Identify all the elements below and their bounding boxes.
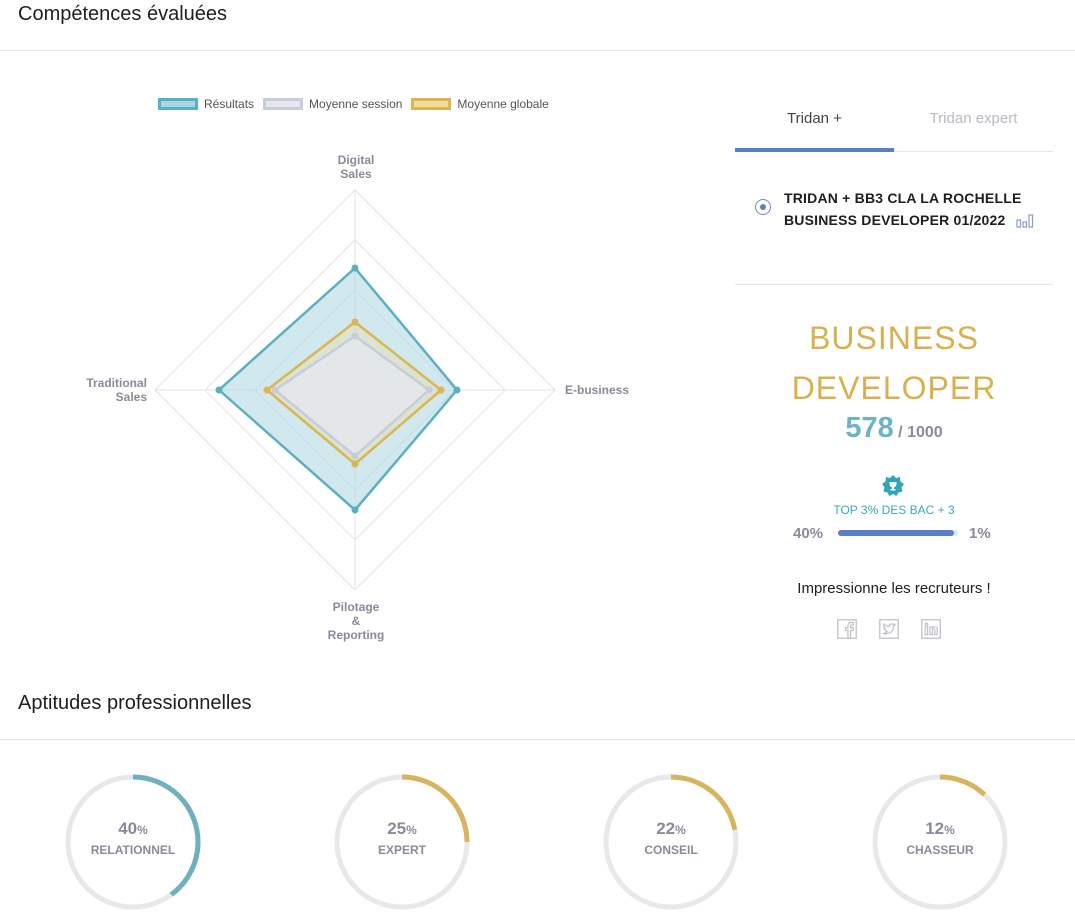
- radar-point[interactable]: [453, 386, 461, 394]
- score-max: / 1000: [898, 424, 943, 441]
- axis-label-pilotage-reporting: Pilotage & Reporting: [327, 600, 385, 642]
- legend-swatch-moyenne-session: [263, 98, 304, 110]
- legend-swatch-resultats: [158, 98, 198, 110]
- radar-point[interactable]: [351, 332, 359, 340]
- tab-tridan-plus[interactable]: Tridan +: [787, 110, 842, 127]
- radar-point[interactable]: [351, 264, 359, 272]
- facebook-icon[interactable]: [837, 619, 857, 639]
- axis-label-traditional-sales: Traditional Sales: [86, 376, 147, 404]
- legend-label: Moyenne session: [309, 97, 403, 111]
- aptitude-conseil: 22% CONSEIL: [601, 772, 741, 912]
- progress-ring-fill: [334, 774, 470, 910]
- radar-point[interactable]: [351, 460, 359, 468]
- tabs-underline: [735, 151, 1053, 152]
- aptitude-value: 22%: [656, 819, 686, 838]
- twitter-icon[interactable]: [879, 619, 899, 639]
- radar-point[interactable]: [351, 318, 359, 326]
- ranking-bar-fill: [838, 530, 955, 536]
- tab-active-indicator: [735, 148, 894, 152]
- legend-item-resultats[interactable]: Résultats: [158, 97, 254, 111]
- axis-label-digital-sales: Digital Sales: [337, 153, 375, 181]
- aptitude-label: CONSEIL: [644, 843, 698, 857]
- share-title: Impressionne les recruteurs !: [797, 580, 991, 597]
- trophy-badge-icon: [882, 475, 904, 496]
- aptitude-value: 25%: [387, 819, 417, 838]
- legend-label: Moyenne globale: [457, 97, 549, 111]
- aptitude-chasseur: 12% CHASSEUR: [870, 772, 1010, 912]
- progress-ring: [603, 774, 739, 910]
- progress-ring: [65, 774, 201, 910]
- session-name[interactable]: TRIDAN + BB3 CLA LA ROCHELLE BUSINESS DE…: [784, 187, 1034, 231]
- progress-ring: [872, 774, 1008, 910]
- progress-ring: [334, 774, 470, 910]
- tab-tridan-expert[interactable]: Tridan expert: [929, 110, 1018, 127]
- aptitude-label: CHASSEUR: [906, 843, 974, 857]
- radar-point[interactable]: [351, 452, 359, 460]
- section-title-competences: Compétences évaluées: [18, 3, 228, 25]
- aptitude-label: EXPERT: [377, 843, 426, 857]
- ranking-right-label: 1%: [969, 525, 991, 542]
- radar-point[interactable]: [263, 386, 271, 394]
- session-radio[interactable]: [755, 199, 771, 215]
- section-title-aptitudes: Aptitudes professionnelles: [18, 692, 252, 714]
- aptitude-label: RELATIONNEL: [90, 843, 176, 857]
- radar-point[interactable]: [425, 386, 433, 394]
- progress-ring-fill: [65, 774, 201, 910]
- divider: [0, 739, 1075, 740]
- radar-point[interactable]: [271, 386, 279, 394]
- radar-point[interactable]: [215, 386, 223, 394]
- legend-swatch-moyenne-globale: [411, 98, 452, 110]
- progress-ring-fill: [603, 774, 739, 910]
- linkedin-icon[interactable]: [921, 619, 941, 639]
- profile-name-line-2: DEVELOPER: [791, 370, 997, 406]
- legend-item-moyenne-session[interactable]: Moyenne session: [263, 97, 402, 111]
- profile-name-line-1: BUSINESS: [809, 320, 979, 356]
- legend-label: Résultats: [204, 97, 255, 111]
- session-line-1: TRIDAN + BB3 CLA LA ROCHELLE: [784, 190, 1022, 206]
- progress-ring-fill: [872, 774, 1008, 910]
- aptitude-expert: 25% EXPERT: [332, 772, 472, 912]
- ranking-bar: [838, 530, 958, 536]
- aptitude-relationnel: 40% RELATIONNEL: [63, 772, 203, 912]
- radar-chart: [154, 189, 556, 591]
- score: 578 / 1000: [735, 412, 1053, 445]
- divider: [735, 284, 1053, 285]
- ranking-text: TOP 3% DES BAC + 3: [833, 503, 955, 517]
- progress-ring-track: [872, 774, 1008, 910]
- ranking-left-label: 40%: [793, 525, 824, 542]
- aptitude-value: 12%: [925, 819, 955, 838]
- session-line-2: BUSINESS DEVELOPER 01/2022: [784, 209, 1034, 231]
- radar-point[interactable]: [437, 386, 445, 394]
- radar-point[interactable]: [351, 506, 359, 514]
- axis-label-e-business: E-business: [565, 383, 630, 397]
- aptitude-value: 40%: [118, 819, 148, 838]
- score-value: 578: [845, 412, 894, 444]
- chart-legend: Résultats Moyenne session Moyenne global…: [158, 97, 558, 111]
- legend-item-moyenne-globale[interactable]: Moyenne globale: [411, 97, 549, 111]
- divider: [0, 50, 1075, 51]
- bar-chart-icon[interactable]: [1015, 212, 1034, 228]
